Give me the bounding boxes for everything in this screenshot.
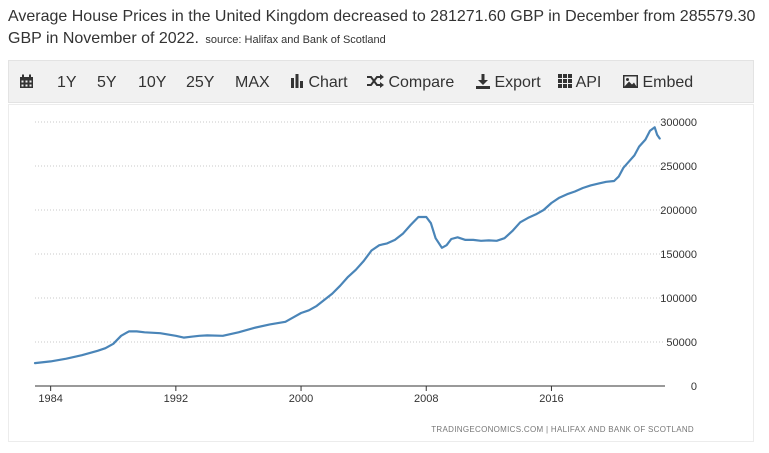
gridlines — [35, 121, 665, 343]
range-1y-button[interactable]: 1Y — [57, 74, 77, 91]
y-tick-label: 250000 — [660, 161, 697, 173]
series-line — [33, 126, 661, 365]
chart-type-label: Chart — [308, 74, 348, 91]
source-note: source: Halifax and Bank of Scotland — [205, 34, 386, 46]
x-tick-label: 2016 — [539, 393, 563, 405]
series — [33, 126, 661, 365]
chart-type-button[interactable]: Chart — [290, 61, 348, 104]
api-label: API — [575, 74, 602, 91]
range-10y-button[interactable]: 10Y — [138, 74, 167, 91]
download-icon — [476, 73, 490, 89]
chart-container: 0 50000 100000 150000 200000 250000 300000 1984… — [8, 104, 754, 442]
x-tick-label: 1992 — [164, 393, 188, 405]
y-tick-label: 200000 — [660, 205, 697, 217]
embed-label: Embed — [642, 74, 694, 91]
headline-text: Average House Prices in the United Kingd… — [8, 8, 756, 47]
shuffle-icon — [367, 74, 384, 89]
x-tick-label: 2008 — [414, 393, 438, 405]
bar-chart-icon — [291, 74, 303, 89]
embed-button[interactable]: Embed — [623, 61, 693, 104]
calendar-icon[interactable] — [19, 61, 34, 104]
y-tick-label: 50000 — [666, 337, 697, 349]
chart-headline: Average House Prices in the United Kingd… — [8, 6, 768, 51]
x-tick-label: 1984 — [38, 393, 62, 405]
y-tick-label: 0 — [691, 381, 697, 393]
range-5y-button[interactable]: 5Y — [97, 74, 117, 91]
api-button[interactable]: API — [558, 61, 601, 104]
export-label: Export — [494, 74, 541, 91]
range-max-button[interactable]: MAX — [235, 74, 270, 91]
compare-button[interactable]: Compare — [366, 61, 454, 104]
compare-label: Compare — [388, 74, 455, 91]
chart-toolbar: 1Y 5Y 10Y 25Y MAX Chart Compare Export A… — [8, 60, 754, 103]
y-tick-label: 150000 — [660, 249, 697, 261]
export-button[interactable]: Export — [476, 61, 541, 104]
range-25y-button[interactable]: 25Y — [186, 74, 215, 91]
y-tick-label: 300000 — [660, 117, 697, 129]
image-icon — [623, 74, 638, 88]
x-tick-label: 2000 — [289, 393, 313, 405]
grid-icon — [558, 74, 572, 89]
y-tick-label: 100000 — [660, 293, 697, 305]
axes: 0 50000 100000 150000 200000 250000 300000 1984… — [35, 117, 697, 405]
line-chart: 0 50000 100000 150000 200000 250000 300000 1984… — [33, 117, 697, 434]
chart-credit: TRADINGECONOMICS.COM | HALIFAX AND BANK … — [431, 425, 694, 434]
